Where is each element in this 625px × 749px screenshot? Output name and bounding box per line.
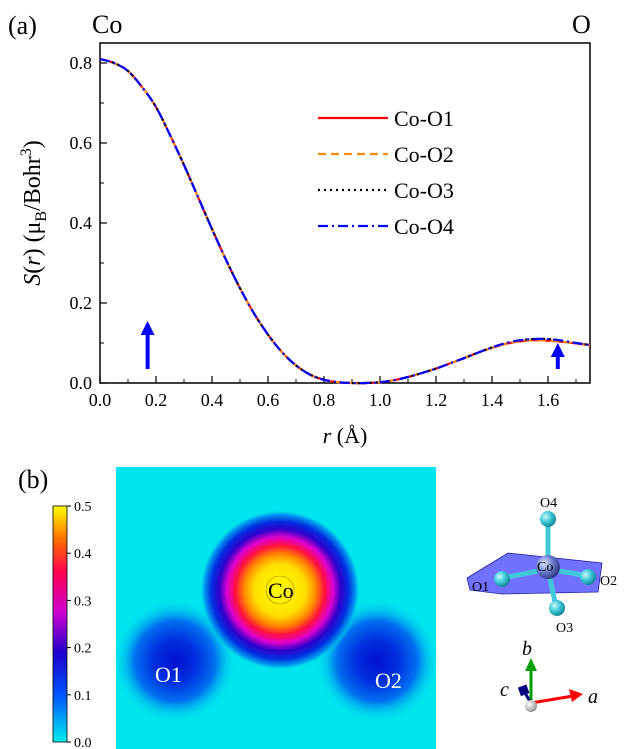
colorbar-ticks: 0.5 0.4 0.3 0.2 0.1 0.0 — [67, 500, 92, 749]
struct-label-o2: O2 — [600, 574, 617, 589]
origin-sphere — [525, 700, 537, 712]
plot-area: 0.0 0.2 0.4 0.6 0.8 1.0 1.2 1.4 1.6 0.0 0.2 0.4 0.6… — [70, 42, 591, 410]
atom-co — [536, 555, 560, 579]
panel-a-label: (a) — [8, 11, 37, 40]
y-axis-label: S(r) (μB/Bohr3) — [18, 140, 50, 286]
series-line-co-o1 — [99, 57, 591, 385]
x-tick-label: 0.0 — [89, 390, 112, 410]
panel-b-label: (b) — [18, 465, 48, 494]
map-label-o1: O1 — [155, 662, 182, 687]
axis-b-arrowhead — [525, 658, 537, 671]
x-axis: 0.0 0.2 0.4 0.6 0.8 1.0 1.2 1.4 1.6 — [89, 376, 577, 410]
map-label-co: Co — [268, 578, 294, 603]
y-tick-label: 0.0 — [70, 373, 93, 393]
y-axis: 0.0 0.2 0.4 0.6 0.8 — [70, 53, 107, 393]
plot-frame — [99, 42, 591, 384]
colorbar-tick-label: 0.4 — [74, 547, 92, 562]
y-tick-label: 0.6 — [70, 133, 93, 153]
legend-label: Co-O2 — [394, 142, 454, 167]
atom-o4 — [540, 511, 556, 527]
co-contour — [265, 575, 295, 605]
x-tick-label: 1.0 — [369, 390, 392, 410]
struct-label-co: Co — [537, 560, 553, 575]
struct-label-o3: O3 — [556, 621, 573, 636]
structure-diagram: O4 Co O1 O2 O3 — [466, 496, 617, 636]
x-tick-label: 1.2 — [425, 390, 448, 410]
axis-label-a: a — [588, 686, 598, 708]
series-line-co-o4 — [99, 57, 591, 385]
annotation-arrows — [140, 321, 565, 369]
colorbar-tick-label: 0.5 — [74, 500, 92, 515]
axis-c-arrowhead — [517, 684, 530, 697]
y-tick-label: 0.8 — [70, 53, 93, 73]
axis-a-line — [530, 694, 574, 705]
x-tick-label: 0.6 — [257, 390, 280, 410]
arrow-head — [140, 321, 155, 335]
corner-label-o: O — [572, 10, 591, 39]
colorbar-gradient — [52, 505, 68, 743]
y-tick-label: 0.4 — [70, 213, 93, 233]
x-tick-label: 0.8 — [313, 390, 336, 410]
atom-o1 — [494, 571, 510, 587]
x-axis-label: r (Å) — [323, 423, 368, 448]
y-tick-label: 0.2 — [70, 293, 93, 313]
series-line-co-o2 — [99, 57, 591, 385]
colorbar: 0.5 0.4 0.3 0.2 0.1 0.0 — [52, 500, 92, 749]
atom-o3 — [549, 600, 565, 616]
axes-triad: b c a — [500, 638, 598, 712]
x-tick-label: 0.4 — [201, 390, 224, 410]
density-map: Co O1 O2 — [113, 467, 439, 749]
legend-label: Co-O1 — [394, 106, 454, 131]
legend-label: Co-O4 — [394, 214, 454, 239]
struct-label-o1: O1 — [472, 580, 489, 595]
struct-label-o4: O4 — [540, 496, 557, 511]
x-tick-label: 0.2 — [145, 390, 168, 410]
axis-label-c: c — [500, 679, 509, 701]
series-line-co-o3 — [99, 57, 591, 385]
atom-o2 — [580, 569, 596, 585]
map-label-o2: O2 — [375, 668, 402, 693]
series-lines — [99, 57, 591, 385]
colorbar-tick-label: 0.0 — [74, 736, 92, 749]
o1-density — [113, 599, 237, 723]
x-tick-label: 1.4 — [481, 390, 504, 410]
colorbar-tick-label: 0.3 — [74, 594, 92, 609]
x-tick-label: 1.6 — [537, 390, 560, 410]
co-density — [200, 510, 360, 670]
colorbar-tick-label: 0.1 — [74, 689, 92, 704]
legend-label: Co-O3 — [394, 178, 454, 203]
corner-label-co: Co — [92, 10, 122, 39]
legend: Co-O1 Co-O2 Co-O3 Co-O4 — [318, 106, 454, 239]
axis-label-b: b — [522, 638, 532, 660]
arrow-head — [550, 343, 565, 357]
colorbar-tick-label: 0.2 — [74, 642, 92, 657]
axis-a-arrowhead — [569, 689, 583, 702]
